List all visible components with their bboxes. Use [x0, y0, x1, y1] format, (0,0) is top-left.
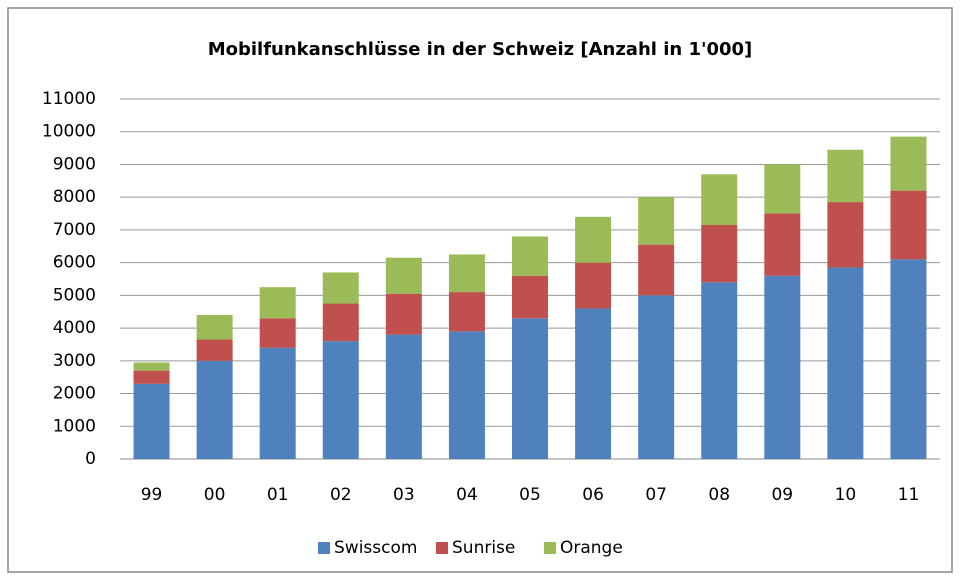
bar-segment: [196, 315, 233, 340]
bar-segment: [448, 331, 485, 459]
legend-swatch: [544, 542, 556, 554]
y-tick-label: 4000: [53, 318, 96, 338]
x-tick-label: 02: [330, 485, 352, 505]
y-tick-label: 7000: [53, 220, 96, 240]
bar-segment: [890, 190, 927, 260]
bar-segment: [575, 262, 612, 309]
legend-swatch: [436, 542, 448, 554]
y-tick-label: 3000: [53, 351, 96, 371]
y-tick-label: 11000: [42, 89, 96, 109]
bar-segment: [575, 308, 612, 459]
chart-title: Mobilfunkanschlüsse in der Schweiz [Anza…: [208, 39, 753, 60]
bar-segment: [196, 339, 233, 361]
bar-segment: [890, 136, 927, 191]
bar-segment: [512, 318, 548, 459]
bar-segment: [512, 236, 548, 276]
x-tick-label: 99: [141, 485, 163, 505]
bar-segment: [196, 360, 233, 459]
bar-segment: [764, 164, 801, 214]
legend-label: Swisscom: [334, 538, 417, 558]
bar-segment: [259, 318, 296, 348]
y-tick-label: 6000: [53, 253, 96, 273]
y-tick-label: 8000: [53, 187, 96, 207]
x-tick-label: 10: [835, 485, 857, 505]
bar-segment: [701, 225, 738, 283]
bar-segment: [638, 295, 675, 459]
x-tick-label: 01: [267, 485, 289, 505]
bar-segment: [764, 275, 801, 459]
y-tick-label: 1000: [53, 416, 96, 436]
bar-segment: [133, 370, 170, 384]
bar-segment: [322, 341, 359, 459]
bar-segment: [638, 197, 675, 245]
y-tick-label: 2000: [53, 384, 96, 404]
bar-segment: [827, 267, 864, 459]
legend-label: Orange: [560, 538, 623, 558]
bar-segment: [385, 293, 422, 335]
bar-segment: [638, 244, 675, 296]
x-tick-label: 04: [456, 485, 478, 505]
x-tick-label: 00: [204, 485, 226, 505]
bar-segment: [701, 282, 738, 459]
bar-segment: [133, 362, 170, 371]
bar-segment: [575, 216, 612, 263]
bar-segment: [701, 174, 738, 225]
bar-segment: [764, 213, 801, 276]
x-tick-label: 03: [393, 485, 415, 505]
bar-segment: [827, 202, 864, 268]
bar-segment: [259, 287, 296, 319]
bar-segment: [322, 272, 359, 304]
bar-segment: [322, 303, 359, 342]
bar-segment: [385, 257, 422, 294]
bar-segment: [448, 254, 485, 293]
bar-segment: [827, 149, 864, 203]
x-tick-label: 08: [708, 485, 730, 505]
legend-swatch: [318, 542, 330, 554]
y-tick-label: 5000: [53, 285, 96, 305]
bar-segment: [512, 275, 548, 319]
bar-segment: [385, 334, 422, 459]
y-tick-label: 0: [85, 449, 96, 469]
bar-segment: [890, 259, 927, 459]
x-tick-label: 11: [898, 485, 920, 505]
bar-segment: [448, 292, 485, 332]
y-tick-label: 9000: [53, 154, 96, 174]
x-tick-label: 05: [519, 485, 541, 505]
y-tick-label: 10000: [42, 122, 96, 142]
legend-label: Sunrise: [452, 538, 515, 558]
x-tick-label: 07: [645, 485, 667, 505]
x-tick-label: 09: [771, 485, 793, 505]
x-tick-label: 06: [582, 485, 604, 505]
bar-segment: [259, 347, 296, 459]
bar-segment: [133, 383, 170, 459]
